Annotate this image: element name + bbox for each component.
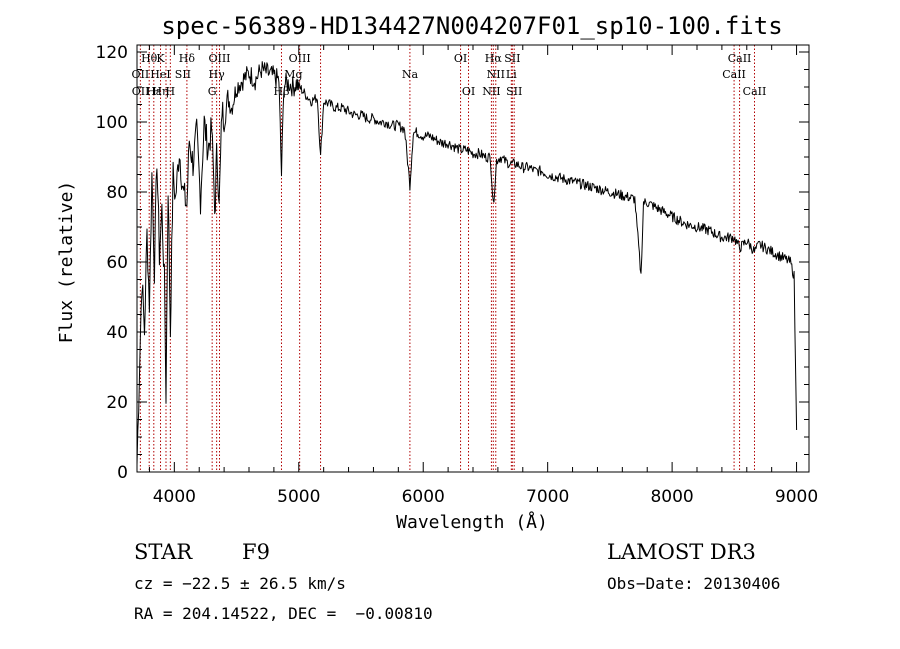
- y-tick-label: 120: [96, 43, 128, 63]
- marker-label-26: CaII: [722, 68, 746, 81]
- marker-label-21: NII: [487, 68, 505, 81]
- coordinates: RA = 204.14522, DEC = −0.00810: [134, 604, 433, 623]
- marker-label-15: Hβ: [274, 85, 290, 98]
- y-tick-label: 0: [117, 463, 128, 483]
- x-tick-label: 7000: [526, 487, 569, 507]
- spectrum-line: [136, 61, 798, 466]
- x-tick-label: 9000: [775, 487, 818, 507]
- y-axis-ticks: 0 20 40 60 80 100 120: [96, 43, 809, 483]
- marker-label-0: Hθ: [141, 52, 158, 65]
- marker-label-1: OII: [132, 68, 150, 81]
- marker-label-3: Hε: [146, 85, 162, 98]
- marker-label-14: Mg: [284, 68, 302, 81]
- marker-label-23: NII: [482, 85, 500, 98]
- marker-label-25: CaII: [728, 52, 752, 65]
- survey-name: LAMOST DR3: [607, 540, 756, 564]
- marker-label-13: OIII: [289, 52, 311, 65]
- obs-date: Obs−Date: 20130406: [607, 574, 781, 593]
- marker-label-16: Na: [402, 68, 419, 81]
- marker-label-12: G: [208, 85, 217, 98]
- x-tick-label: 5000: [277, 487, 320, 507]
- marker-label-18: OI: [462, 85, 475, 98]
- object-class: STAR: [134, 540, 193, 564]
- x-tick-label: 4000: [153, 487, 196, 507]
- y-tick-label: 80: [106, 183, 128, 203]
- marker-label-22: Li: [506, 68, 517, 81]
- marker-label-5: HeI: [150, 68, 170, 81]
- marker-label-4: K: [156, 52, 165, 65]
- y-tick-label: 60: [106, 253, 128, 273]
- marker-label-17: OI: [454, 52, 467, 65]
- x-axis-ticks: 4000 5000 6000 7000 8000 9000: [148, 45, 818, 507]
- marker-label-27: CaII: [743, 85, 767, 98]
- marker-label-8: SII: [175, 68, 191, 81]
- spectrum-series: [136, 61, 798, 466]
- object-subclass: F9: [242, 540, 270, 564]
- marker-lines: [139, 45, 755, 472]
- redshift-cz: cz = −22.5 ± 26.5 km/s: [134, 574, 346, 593]
- plot-frame: [136, 44, 810, 473]
- x-tick-label: 6000: [402, 487, 445, 507]
- y-tick-label: 100: [96, 113, 128, 133]
- marker-label-10: OIII: [208, 52, 230, 65]
- marker-label-2: OII: [132, 85, 150, 98]
- marker-label-24: SII: [506, 85, 522, 98]
- marker-label-6: Hη: [152, 85, 168, 98]
- y-tick-label: 40: [106, 323, 128, 343]
- y-axis-label: Flux (relative): [56, 181, 77, 344]
- x-tick-label: 8000: [650, 487, 693, 507]
- y-tick-label: 20: [106, 393, 128, 413]
- marker-label-7: H: [166, 85, 176, 98]
- marker-label-11: Hγ: [209, 68, 226, 81]
- marker-label-19: Hα: [485, 52, 503, 65]
- marker-label-20: SII: [504, 52, 520, 65]
- chart-title: spec-56389-HD134427N004207F01_sp10-100.f…: [161, 12, 782, 40]
- marker-label-9: Hδ: [179, 52, 196, 65]
- x-axis-label: Wavelength (Å): [396, 511, 548, 533]
